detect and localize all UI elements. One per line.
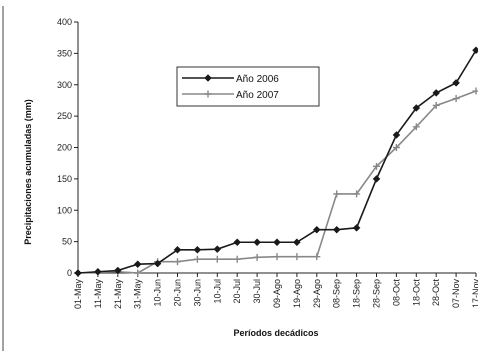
y-tick-label: 200 xyxy=(57,143,72,153)
x-tick-label: 10-Jul xyxy=(212,279,222,304)
y-axis-title: Precipitaciones acumuladas (mm) xyxy=(23,99,33,245)
legend: Año 2006 Año 2007 xyxy=(177,67,319,106)
y-tick-label: 400 xyxy=(57,17,72,27)
y-tick-label: 150 xyxy=(57,174,72,184)
legend-label: Año 2007 xyxy=(236,90,279,101)
legend-label: Año 2006 xyxy=(236,74,279,85)
x-tick-label: 09-Ago xyxy=(272,279,282,308)
x-tick-label: 11-May xyxy=(93,279,103,309)
x-tick-label: 20-Jun xyxy=(173,279,183,307)
x-tick-label: 07-Nov xyxy=(451,279,461,309)
y-tick-label: 0 xyxy=(67,268,72,278)
x-tick-label: 21-May xyxy=(113,279,123,310)
x-tick-label: 08-Oct xyxy=(391,279,401,307)
x-tick-label: 28-Sep xyxy=(372,279,382,308)
x-tick-label: 30-Jul xyxy=(252,279,262,304)
x-axis-title: Períodos decádicos xyxy=(233,328,318,338)
y-tick-label: 300 xyxy=(57,80,72,90)
x-tick-label: 20-Jul xyxy=(232,279,242,304)
x-tick-label: 01-May xyxy=(73,279,83,310)
x-tick-label: 29-Ago xyxy=(312,279,322,308)
x-tick-label: 28-Oct xyxy=(431,279,441,307)
x-tick-label: 18-Sep xyxy=(352,279,362,308)
x-tick-label: 08-Sep xyxy=(332,279,342,308)
y-tick-label: 100 xyxy=(57,205,72,215)
x-tick-label: 18-Oct xyxy=(411,279,421,307)
x-tick-label: 17-Nov xyxy=(471,279,478,309)
y-tick-label: 50 xyxy=(62,237,72,247)
x-tick-label: 31-May xyxy=(133,279,143,310)
x-tick-label: 10-Jun xyxy=(153,279,163,307)
x-tick-label: 30-Jun xyxy=(192,279,202,307)
x-tick-label: 19-Ago xyxy=(292,279,302,308)
y-tick-label: 250 xyxy=(57,111,72,121)
y-tick-label: 350 xyxy=(57,48,72,58)
